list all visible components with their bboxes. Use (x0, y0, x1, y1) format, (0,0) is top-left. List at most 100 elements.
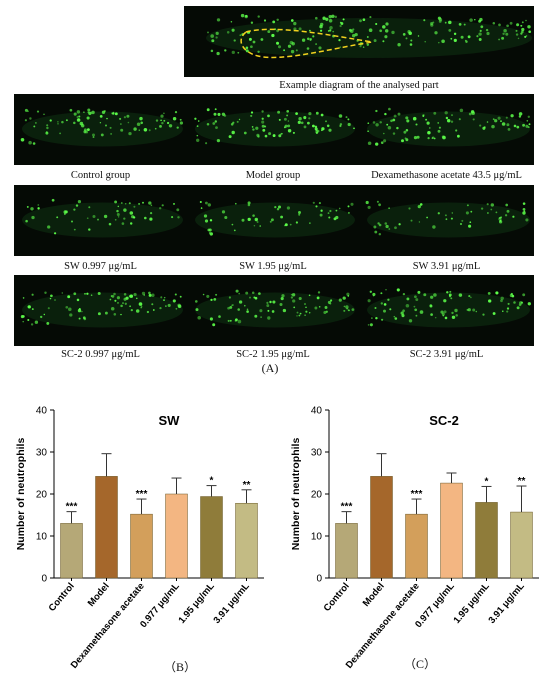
neutrophil-dot (49, 119, 52, 122)
neutrophil-dot (280, 133, 282, 135)
neutrophil-dot (176, 208, 180, 212)
neutrophil-dot (494, 119, 498, 123)
neutrophil-dot (427, 136, 430, 140)
neutrophil-dot (250, 114, 253, 117)
neutrophil-dot (163, 112, 165, 115)
neutrophil-dot (238, 292, 241, 295)
fish-svg (194, 289, 355, 328)
panel-label-a: (A) (261, 361, 279, 375)
neutrophil-dot (292, 131, 295, 134)
neutrophil-dot (506, 209, 510, 213)
neutrophil-dot (419, 310, 424, 314)
neutrophil-dot (25, 219, 28, 223)
neutrophil-dot (516, 23, 520, 27)
example-fish-image (184, 6, 534, 77)
neutrophil-dot (474, 18, 476, 21)
neutrophil-dot (414, 295, 417, 299)
neutrophil-dot (54, 299, 56, 301)
neutrophil-dot (129, 294, 134, 298)
neutrophil-dot (206, 108, 210, 112)
neutrophil-dot (212, 323, 216, 327)
fish-caption: SC-2 0.997 μg/mL (61, 349, 140, 360)
neutrophil-dot (71, 220, 73, 223)
neutrophil-dot (495, 291, 499, 295)
neutrophil-dot (249, 296, 251, 299)
neutrophil-dot (388, 207, 390, 209)
neutrophil-dot (323, 310, 327, 315)
neutrophil-dot (378, 223, 382, 227)
neutrophil-dot (348, 309, 350, 312)
neutrophil-dot (330, 299, 333, 302)
neutrophil-dot (394, 226, 397, 230)
neutrophil-dot (423, 293, 427, 297)
neutrophil-dot (414, 308, 418, 312)
neutrophil-dot (504, 214, 508, 217)
neutrophil-dot (43, 313, 46, 316)
neutrophil-dot (248, 37, 252, 41)
neutrophil-dot (159, 125, 162, 128)
neutrophil-dot (429, 127, 431, 129)
bar-1 (370, 476, 393, 579)
neutrophil-dot (455, 129, 458, 132)
neutrophil-dot (437, 129, 441, 133)
neutrophil-dot (367, 205, 371, 209)
neutrophil-dot (73, 292, 77, 296)
neutrophil-dot (264, 134, 268, 138)
neutrophil-dot (382, 25, 386, 29)
y-tick-label: 20 (311, 490, 323, 501)
neutrophil-dot (179, 295, 182, 298)
neutrophil-dot (449, 290, 452, 293)
neutrophil-dot (274, 205, 277, 209)
neutrophil-dot (388, 228, 391, 230)
neutrophil-dot (478, 32, 482, 36)
neutrophil-dot (505, 32, 509, 36)
neutrophil-dot (123, 208, 127, 212)
fish-svg (194, 108, 355, 147)
neutrophil-dot (124, 302, 127, 305)
neutrophil-dot (261, 120, 265, 124)
neutrophil-dot (256, 221, 259, 223)
neutrophil-dot (480, 25, 484, 29)
neutrophil-dot (212, 122, 216, 125)
neutrophil-dot (478, 38, 482, 41)
neutrophil-dot (432, 21, 435, 24)
neutrophil-dot (28, 140, 32, 145)
neutrophil-dot (138, 129, 141, 131)
fish-svg (367, 288, 531, 328)
neutrophil-dot (290, 49, 295, 54)
neutrophil-dot (116, 296, 120, 300)
neutrophil-dot (417, 204, 421, 209)
neutrophil-dot (486, 121, 489, 123)
neutrophil-dot (267, 30, 271, 34)
neutrophil-dot (443, 299, 447, 303)
neutrophil-dot (402, 33, 406, 36)
neutrophil-dot (44, 291, 47, 294)
neutrophil-dot (498, 23, 501, 27)
neutrophil-dot (418, 221, 421, 223)
neutrophil-dot (365, 200, 369, 205)
neutrophil-dot (444, 316, 448, 320)
neutrophil-dot (86, 128, 90, 132)
neutrophil-dot (250, 21, 254, 24)
neutrophil-dot (207, 228, 211, 232)
fish-svg (20, 108, 184, 147)
neutrophil-dot (174, 293, 177, 296)
neutrophil-dot (317, 291, 321, 294)
neutrophil-dot (347, 205, 350, 208)
neutrophil-dot (338, 39, 341, 42)
neutrophil-dot (286, 206, 290, 210)
neutrophil-dot (257, 50, 260, 53)
neutrophil-dot (444, 21, 447, 24)
neutrophil-dot (438, 126, 441, 129)
neutrophil-dot (215, 31, 219, 36)
neutrophil-dot (104, 311, 108, 315)
neutrophil-dot (272, 20, 276, 24)
neutrophil-dot (27, 305, 30, 308)
neutrophil-dot (375, 22, 378, 26)
fish-svg (20, 291, 183, 328)
neutrophil-dot (205, 142, 208, 145)
neutrophil-dot (334, 15, 338, 19)
larva-body (195, 111, 355, 147)
neutrophil-dot (295, 221, 299, 224)
neutrophil-dot (320, 29, 323, 32)
